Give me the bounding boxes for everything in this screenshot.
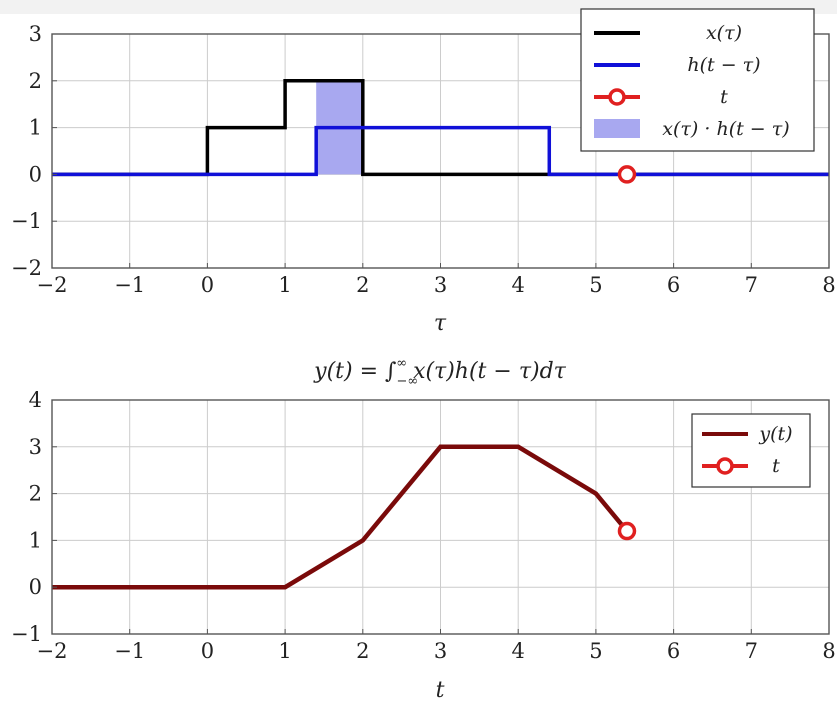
- top-x-tick-label: 3: [434, 273, 447, 297]
- top-series-0-line: [52, 79, 829, 177]
- legend-y-label: y(t): [758, 423, 792, 445]
- bottom-y-tick-label: 2: [29, 482, 42, 506]
- legend-x-label: x(τ): [706, 22, 742, 44]
- bottom-x-tick-label: 2: [356, 639, 369, 663]
- top-x-tick-label: 8: [822, 273, 835, 297]
- bottom-plot-title: y(t) = ∫−∞ ∞ x(τ)h(t − τ)dτ: [313, 356, 567, 389]
- top-y-tick-label: 0: [29, 162, 42, 186]
- bottom-y-tick-label: 3: [29, 435, 42, 459]
- legend-t-label: t: [720, 86, 728, 108]
- legend-t2-marker: [716, 457, 734, 475]
- top-x-tick-label: 2: [356, 273, 369, 297]
- top-y-tick-label: 3: [29, 22, 42, 46]
- bottom-x-tick-label: 3: [434, 639, 447, 663]
- top-x-tick-label: 7: [745, 273, 758, 297]
- bottom-series: [52, 444, 637, 590]
- bottom-x-tick-label: 0: [201, 639, 214, 663]
- legend-product-label: x(τ) · h(t − τ): [662, 118, 789, 140]
- bottom-t-marker: [617, 521, 637, 541]
- bottom-x-tick-label: −1: [114, 639, 145, 663]
- bottom-x-tick-label: 6: [667, 639, 680, 663]
- title-integrand: x(τ)h(t − τ)dτ: [413, 359, 567, 384]
- top-t-marker: [617, 165, 637, 184]
- bottom-x-tick-label: 1: [278, 639, 291, 663]
- bottom-x-tick-label: 7: [745, 639, 758, 663]
- title-lower-limit: −∞: [396, 374, 418, 389]
- top-legend: x(τ) h(t − τ) t x(τ) · h(t − τ): [580, 8, 815, 152]
- title-lhs: y(t) = ∫: [313, 359, 397, 384]
- bottom-x-tick-label: 8: [822, 639, 835, 663]
- legend-product-swatch: [594, 119, 640, 138]
- top-y-tick-label: −2: [11, 256, 42, 280]
- legend-t2-label: t: [772, 455, 780, 477]
- legend-h-label: h(t − τ): [687, 54, 760, 76]
- top-plot: −2 −1 0 1 2 3 4 5 6 7 8 −2 −1 0 1 2 3 τ x(τ) h(t − τ) t …: [11, 8, 836, 336]
- bottom-y-tick-label: 0: [29, 575, 42, 599]
- top-x-tick-label: 0: [201, 273, 214, 297]
- top-series: [52, 79, 829, 184]
- top-x-axis-label: τ: [434, 311, 447, 336]
- bottom-y-tick-label: −1: [11, 622, 42, 646]
- bottom-legend-box: [691, 413, 811, 488]
- title-upper-limit: ∞: [396, 356, 407, 371]
- top-ticks: −2 −1 0 1 2 3 4 5 6 7 8 −2 −1 0 1 2 3: [11, 22, 836, 297]
- top-series-1-line: [52, 125, 829, 177]
- top-y-tick-label: 1: [29, 116, 42, 140]
- bottom-x-tick-label: 4: [512, 639, 525, 663]
- bottom-x-tick-label: 5: [589, 639, 602, 663]
- top-x-tick-label: 1: [278, 273, 291, 297]
- top-y-tick-label: −1: [11, 209, 42, 233]
- bottom-series-0-line: [52, 444, 629, 590]
- top-x-tick-label: 6: [667, 273, 680, 297]
- bottom-y-tick-label: 4: [29, 388, 42, 412]
- bottom-x-tick-label: −2: [37, 639, 68, 663]
- top-y-tick-label: 2: [29, 69, 42, 93]
- top-x-tick-label: −1: [114, 273, 145, 297]
- top-x-tick-label: −2: [37, 273, 68, 297]
- legend-t-marker: [608, 88, 626, 106]
- top-x-tick-label: 5: [589, 273, 602, 297]
- bottom-legend: y(t) t: [691, 413, 811, 488]
- bottom-y-tick-label: 1: [29, 528, 42, 552]
- top-x-tick-label: 4: [512, 273, 525, 297]
- bottom-x-axis-label: t: [436, 678, 445, 702]
